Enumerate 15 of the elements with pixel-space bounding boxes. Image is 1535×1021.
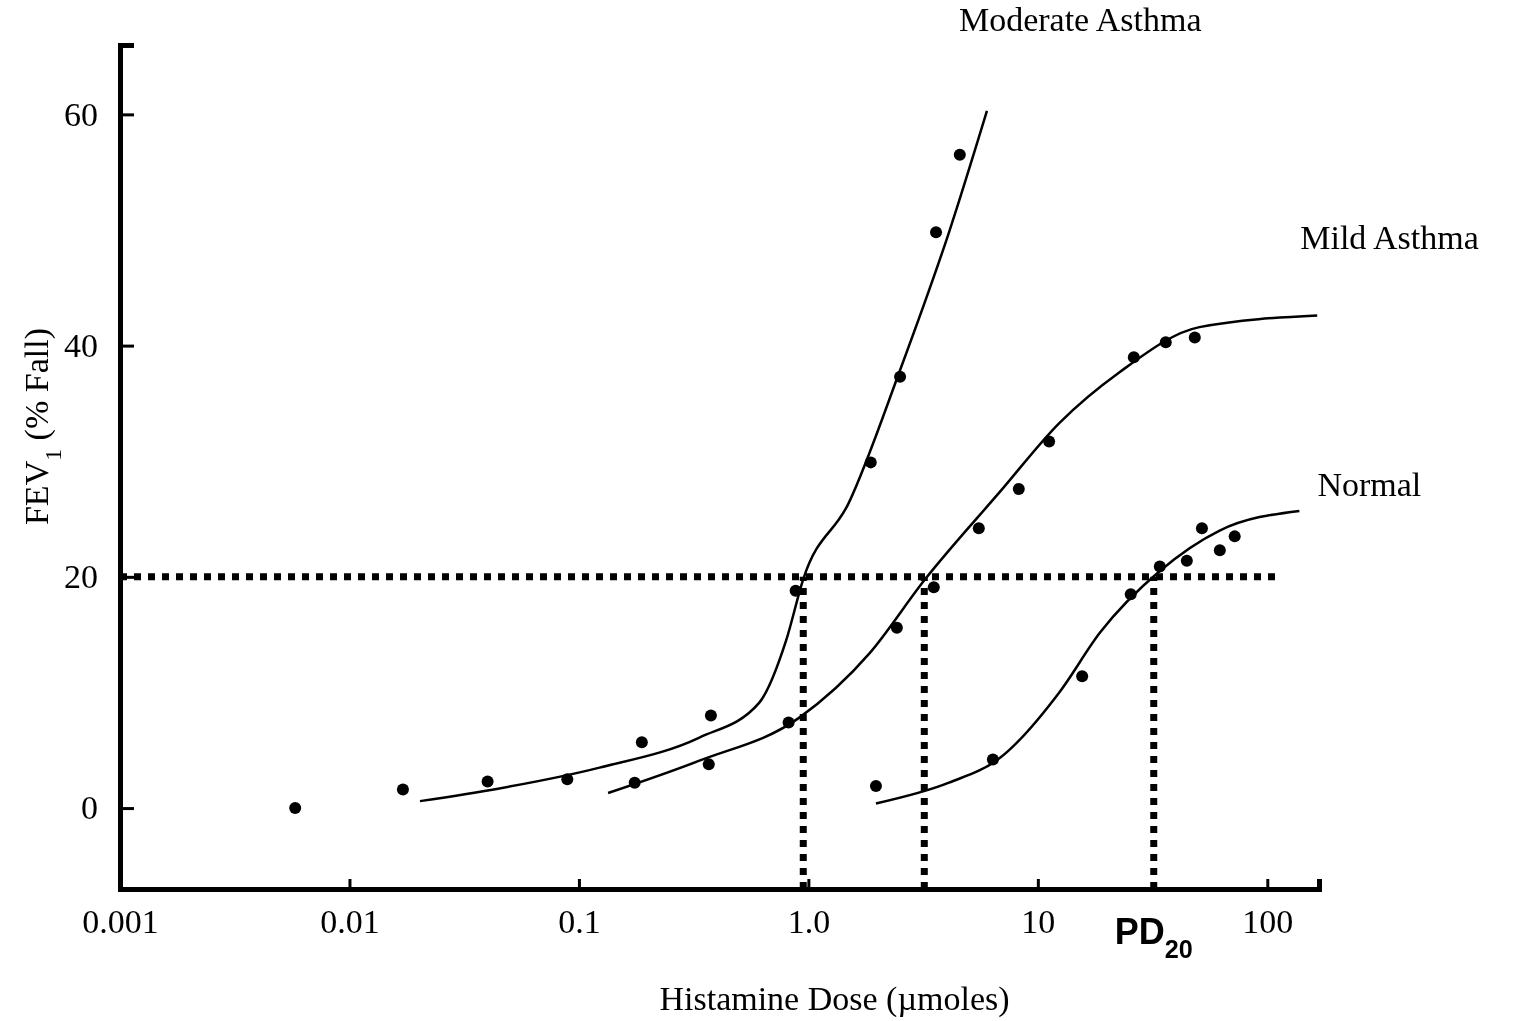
y-tick-label: 0 — [81, 789, 98, 827]
text: Moderate Asthma — [958, 0, 1202, 38]
x-tick-label: 0.1 — [558, 903, 601, 941]
series-label: Normal — [1317, 465, 1422, 503]
x-tick-label: 100 — [1242, 903, 1294, 941]
y-tick-label: 20 — [64, 558, 98, 596]
x-tick-label: 0.01 — [320, 903, 380, 941]
x-tick-label: 0.001 — [82, 903, 159, 941]
x-tick-label: 1.0 — [787, 903, 831, 941]
y-tick-label: 40 — [64, 326, 98, 364]
x-axis-title: Histamine Dose (µmoles) — [659, 980, 1010, 1018]
x-tick-label: 10 — [1021, 903, 1056, 941]
y-tick-label: 60 — [64, 95, 98, 133]
series-label: Mild Asthma — [1300, 218, 1479, 256]
annotation: PD$_{20}$ — [1114, 911, 1193, 963]
